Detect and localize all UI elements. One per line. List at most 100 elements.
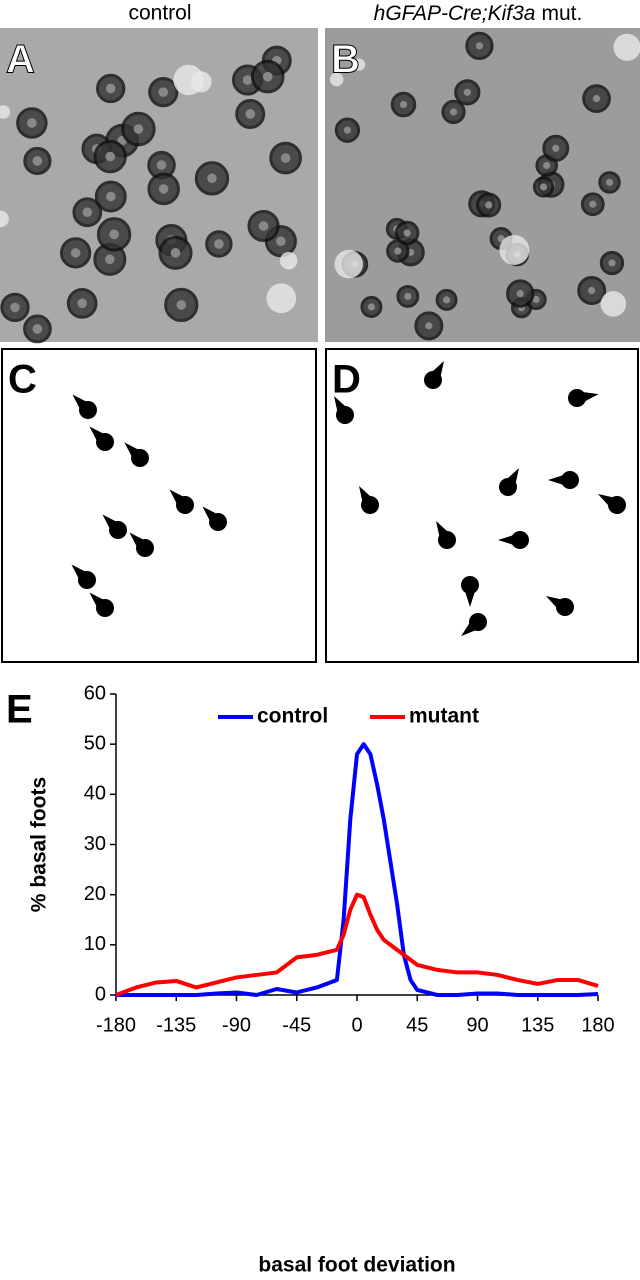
legend-label: control [257,705,328,728]
basal-foot [575,391,599,405]
y-axis-title: % basal foots [28,777,51,912]
vesicle [352,58,366,71]
y-tick-label: 10 [84,933,106,955]
organelle-core [543,161,551,170]
basal-foot [501,467,519,491]
x-tick-label: -45 [282,1014,311,1036]
organelle-core [32,156,43,166]
organelle-core [156,160,167,170]
panel-label: A [6,38,35,82]
organelle-core [258,221,269,231]
data-line [116,742,599,997]
x-tick-label: -180 [96,1014,136,1036]
organelle-core [449,108,458,116]
organelle-core [394,247,402,255]
vesicle [279,251,298,270]
organelle-core [77,298,87,309]
organelle-core [516,289,524,298]
vesicle [600,291,627,317]
x-tick-label: -90 [222,1014,251,1036]
basal-foot [545,596,569,614]
basal-foot [202,506,223,527]
organelle-core [10,302,20,313]
vesicle [266,283,297,314]
organelle-core [485,201,493,209]
caption: control [128,2,191,25]
organelle-core [176,300,187,310]
y-tick-label: 50 [84,732,106,754]
x-tick-label: 135 [521,1014,554,1036]
basal-foot [169,489,190,510]
y-tick-label: 60 [84,682,106,704]
panel-label: B [331,38,360,82]
organelle-core [207,173,217,184]
vesicle [329,72,344,87]
organelle-core [27,118,37,128]
y-tick-label: 0 [95,983,106,1005]
organelle-core [32,324,43,334]
basal-foot [89,426,110,447]
organelle-core [608,259,616,267]
organelle-core [70,248,81,258]
basal-foot [597,494,621,512]
organelle-core [105,191,116,202]
vesicle [0,210,9,228]
organelle-core [158,184,169,194]
basal-foot [102,514,123,535]
organelle-core [475,42,484,50]
organelle-core [463,88,471,96]
basal-foot [334,395,352,419]
basal-foot [548,473,570,487]
organelle-core [343,126,352,134]
y-tick-label: 40 [84,783,106,805]
organelle-core [245,109,256,119]
basal-foot [498,533,520,547]
basal-foot [129,532,150,553]
organelle-core [532,295,540,304]
vesicle [499,234,530,265]
vesicle [173,64,204,96]
organelle-core [588,286,596,295]
organelle-core [109,229,119,240]
organelle-core [399,100,408,109]
y-tick-label: 20 [84,883,106,905]
caption: hGFAP-Cre;Kif3a mut. [374,2,583,25]
panel-label: C [8,358,37,402]
organelle-core [276,236,286,247]
x-tick-label: 90 [466,1014,488,1036]
organelle-core [425,322,433,330]
basal-foot [463,585,477,607]
organelle-core [552,144,560,152]
organelle-core [105,151,116,162]
basal-foot [461,616,483,637]
basal-foot [71,564,92,585]
organelle-core [262,71,273,82]
caption-rest: mut. [541,2,582,25]
caption-italic: hGFAP-Cre;Kif3a [374,2,536,25]
legend-label: mutant [409,705,479,728]
data-line [115,892,599,997]
basal-foot [359,485,377,509]
vesicle [334,249,363,279]
basal-foot [72,394,93,415]
panel-label: D [332,358,361,402]
organelle-core [105,83,116,94]
organelle-core [403,229,411,237]
vesicle [0,105,11,119]
organelle-core [82,207,93,218]
x-tick-label: 45 [406,1014,428,1036]
x-tick-label: -135 [156,1014,196,1036]
organelle-core [242,75,253,85]
vesicle [613,33,640,61]
organelle-core [214,239,224,249]
organelle-core [170,248,181,258]
organelle-core [442,296,451,304]
organelle-core [105,254,115,265]
schematic-box [1,348,317,663]
x-tick-label: 0 [351,1014,362,1036]
organelle-core [539,183,548,191]
organelle-core [158,87,169,97]
organelle-core [404,292,412,300]
basal-foot [124,442,145,463]
